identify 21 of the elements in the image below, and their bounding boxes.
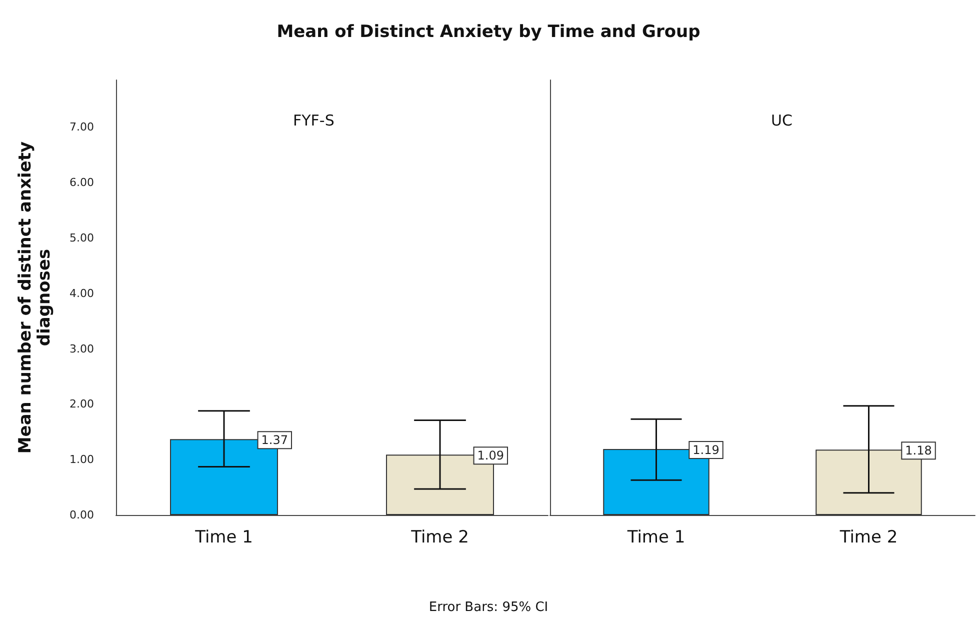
text: UC: [771, 112, 792, 130]
x-tick-label: Time 2: [410, 528, 469, 548]
y-tick-label: 0.00: [70, 508, 94, 522]
x-tick-label: Time 1: [626, 528, 686, 548]
data-label: 1.09: [477, 448, 504, 463]
y-tick-label: 4.00: [70, 286, 94, 300]
chart-title: Mean of Distinct Anxiety by Time and Group: [276, 22, 702, 42]
y-tick-label: 3.00: [70, 342, 94, 356]
y-tick-label: 6.00: [70, 176, 94, 190]
text: FYF-S: [293, 112, 334, 130]
x-tick-label: Time 1: [194, 528, 253, 548]
data-label: 1.37: [261, 433, 288, 448]
y-tick-label: 2.00: [70, 398, 94, 411]
y-tick-label: 1.00: [70, 453, 94, 466]
y-tick-label: 7.00: [70, 120, 94, 134]
y-tick-label: 5.00: [70, 231, 94, 244]
data-label: 1.19: [692, 443, 720, 458]
y-axis-title: Mean number of distinct anxiety diagnoses: [16, 141, 54, 454]
x-tick-label: Time 2: [838, 528, 898, 548]
data-label: 1.18: [905, 444, 932, 458]
text: Error Bars: 95% CI: [428, 600, 550, 615]
